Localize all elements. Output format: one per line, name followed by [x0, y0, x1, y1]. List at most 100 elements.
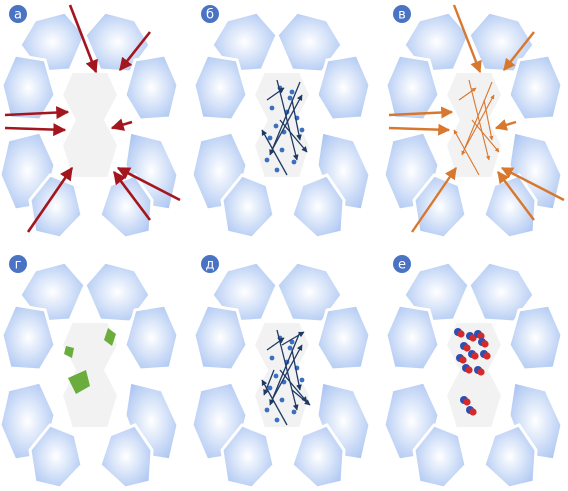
neighbor-cell [210, 10, 279, 74]
red-arrow [112, 170, 152, 221]
neighbor-cell [28, 173, 84, 240]
navy-arrow [291, 389, 311, 406]
panel-3: в [382, 4, 565, 240]
neighbor-cell [275, 260, 344, 324]
neighbor-cell [467, 260, 536, 324]
particle-dot [299, 377, 305, 383]
panel-label-badge: б [201, 5, 219, 23]
neighbor-cell [482, 173, 538, 240]
neighbor-cell [192, 53, 249, 122]
panel-label-badge: г [9, 255, 27, 273]
orange-inner-arrow [471, 119, 500, 153]
neighbor-cell [315, 303, 372, 372]
cluster-red-dot [471, 352, 479, 360]
label-badge-circle [9, 255, 27, 273]
cluster-red-dot [459, 356, 467, 364]
neighbor-cell [290, 423, 346, 490]
particle-dot [264, 157, 270, 163]
neighbor-cell [98, 173, 154, 240]
particle-dot [291, 159, 297, 165]
neighbor-cell [507, 53, 564, 122]
particle-dot [269, 105, 275, 111]
neighbor-cell [507, 303, 564, 372]
cluster-red-dot [477, 368, 485, 376]
panel-2: б [190, 5, 372, 240]
navy-arrow [281, 331, 305, 346]
green-patch [68, 370, 90, 394]
particle-dot [273, 123, 279, 129]
particle-dot [274, 167, 280, 173]
cluster-red-dot [477, 332, 485, 340]
neighbor-cell [123, 53, 180, 122]
red-arrow [4, 106, 70, 120]
particle-dot [273, 373, 279, 379]
orange-inner-arrow [453, 129, 480, 176]
orange-arrow [494, 119, 517, 131]
panel-label-text: г [15, 258, 22, 273]
panel-label-text: б [206, 8, 214, 23]
panel-1: а [0, 4, 181, 240]
label-badge-circle [9, 5, 27, 23]
orange-arrow [503, 31, 535, 71]
navy-arrow [269, 331, 301, 406]
neighbor-cell [467, 10, 536, 74]
label-badge-circle [393, 5, 411, 23]
neighbor-cell [18, 10, 87, 74]
cluster-red-dot [481, 340, 489, 348]
panel-6: е [382, 255, 564, 490]
navy-arrow [269, 81, 301, 156]
neighbor-cell [192, 303, 249, 372]
navy-arrow [266, 87, 285, 101]
orange-arrow [388, 123, 451, 136]
cluster-red-dot [465, 366, 473, 374]
orange-arrow [411, 167, 457, 233]
neighbor-cell [98, 423, 154, 490]
panel-4: г [0, 255, 180, 490]
red-arrow [26, 166, 74, 233]
center-cell [60, 71, 120, 179]
neighbor-cell [220, 173, 276, 240]
panel-label-text: а [14, 8, 22, 23]
particle-dot [287, 345, 293, 351]
particle-dot [279, 147, 285, 153]
panel-label-text: д [206, 258, 215, 273]
label-badge-circle [201, 255, 219, 273]
neighbor-cell [290, 173, 346, 240]
cluster-red-dot [483, 352, 491, 360]
panel-label-badge: а [9, 5, 27, 23]
neighbor-cell [384, 53, 441, 122]
neighbor-cell [412, 423, 468, 490]
navy-arrow [271, 344, 303, 401]
cluster-red-dot [469, 408, 477, 416]
navy-arrow [291, 349, 302, 391]
orange-arrow [388, 106, 454, 119]
neighbor-cell [402, 10, 471, 74]
cluster-red-dot [463, 344, 471, 352]
red-arrow [68, 4, 98, 74]
neighbor-cell [18, 260, 87, 324]
neighbor-cell [210, 260, 279, 324]
orange-inner-arrow [483, 99, 494, 141]
neighbor-cell [315, 53, 372, 122]
particle-dot [291, 409, 297, 415]
particle-dot [269, 355, 275, 361]
red-arrow [110, 118, 133, 131]
panel-5: д [190, 255, 372, 490]
navy-arrow [263, 369, 275, 396]
red-arrow [4, 123, 67, 137]
neighbor-cell [412, 173, 468, 240]
neighbor-cell [275, 10, 344, 74]
navy-arrow [266, 337, 285, 351]
particle-dot [299, 127, 305, 133]
neighbor-cell [220, 423, 276, 490]
orange-inner-arrow [463, 94, 495, 151]
navy-arrow [271, 94, 303, 151]
cluster-red-dot [463, 398, 471, 406]
panel-label-badge: е [393, 255, 411, 273]
orange-inner-arrow [468, 79, 491, 161]
neighbor-cell [28, 423, 84, 490]
neighbor-cell [0, 303, 57, 372]
neighbor-cell [83, 260, 152, 324]
panel-label-badge: д [201, 255, 219, 273]
